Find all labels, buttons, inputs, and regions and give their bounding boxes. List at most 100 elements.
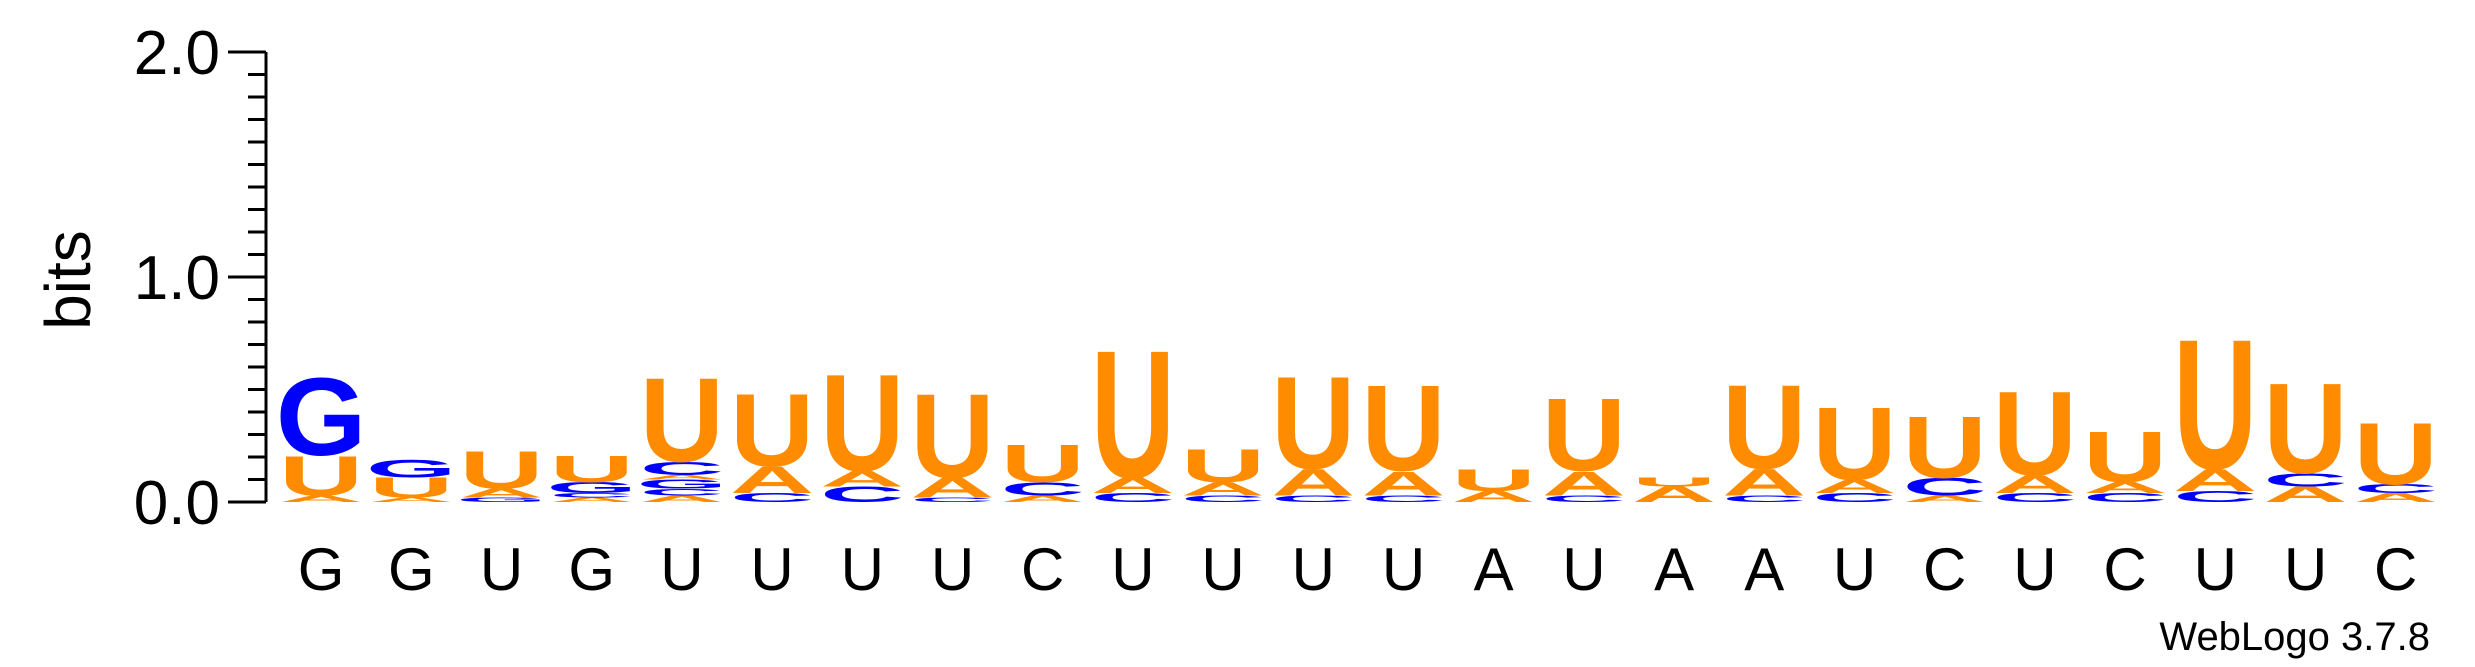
logo-glyph-U: U — [1632, 475, 1716, 489]
x-tick-label: U — [1382, 536, 1425, 603]
logo-glyph-U: U — [640, 354, 724, 488]
logo-glyph-A: A — [2173, 463, 2257, 498]
logo-glyph-C: C — [1812, 491, 1896, 505]
logo-glyph-G: G — [637, 477, 728, 491]
logo-glyph-U: U — [459, 441, 543, 500]
x-tick-label: U — [480, 536, 523, 603]
x-tick-label: U — [2194, 536, 2237, 603]
x-tick-label: A — [1744, 536, 1784, 603]
logo-glyph-U: U — [550, 448, 634, 490]
x-tick-label: U — [841, 536, 884, 603]
logo-glyph-U: U — [1903, 397, 1987, 496]
logo-glyph-U: U — [2083, 416, 2167, 497]
logo-glyph-C: C — [550, 492, 634, 499]
logo-glyph-A: A — [1271, 462, 1355, 504]
logo-glyph-U: U — [1181, 439, 1265, 492]
logo-glyph-U: U — [730, 373, 814, 489]
logo-glyph-C: C — [910, 496, 994, 503]
logo-glyph-A: A — [640, 493, 724, 504]
x-tick-label: G — [568, 536, 615, 603]
logo-glyph-G: G — [456, 496, 547, 503]
logo-glyph-A: A — [1812, 476, 1896, 497]
x-tick-label: U — [1201, 536, 1244, 603]
logo-glyph-A: A — [640, 474, 724, 481]
logo-glyph-U: U — [279, 445, 363, 508]
logo-glyph-C: C — [2354, 482, 2438, 496]
x-tick-label: C — [1021, 536, 1064, 603]
logo-glyph-A: A — [279, 493, 363, 504]
logo-glyph-A: A — [550, 496, 634, 503]
logo-glyph-U: U — [910, 370, 994, 504]
x-tick-label: A — [1654, 536, 1694, 603]
x-tick-label: C — [1923, 536, 1966, 603]
logo-glyph-A: A — [1903, 493, 1987, 504]
logo-glyph-C: C — [1001, 478, 1085, 499]
logo-glyph-A: A — [1181, 478, 1265, 499]
logo-glyph-A: A — [459, 486, 543, 500]
logo-glyph-U: U — [1091, 313, 1175, 517]
logo-glyph-G: G — [276, 356, 367, 479]
logo-glyph-A: A — [1361, 464, 1445, 503]
logo-glyph-C: C — [1091, 491, 1175, 505]
logo-glyph-C: C — [1181, 493, 1265, 504]
logo-glyph-A: A — [1993, 470, 2077, 498]
weblogo-credit: WebLogo 3.7.8 — [2159, 615, 2430, 659]
logo-glyph-C: C — [730, 491, 814, 505]
logo-glyph-C: C — [1361, 493, 1445, 504]
logo-glyph-A: A — [369, 496, 453, 503]
x-tick-label: U — [1292, 536, 1335, 603]
x-tick-label: U — [931, 536, 974, 603]
logo-glyph-C: C — [1271, 493, 1355, 504]
logo-glyph-C: C — [820, 482, 904, 507]
logo-glyph-C: C — [640, 458, 724, 479]
logo-glyph-A: A — [730, 460, 814, 502]
x-tick-label: U — [2013, 536, 2056, 603]
logo-glyph-U: U — [820, 346, 904, 501]
logo-glyph-U: U — [369, 472, 453, 504]
logo-glyph-A: A — [1632, 482, 1716, 507]
x-tick-label: U — [1833, 536, 1876, 603]
logo-glyph-A: A — [1542, 464, 1626, 503]
logo-glyph-U: U — [1542, 377, 1626, 493]
logo-glyph-A: A — [820, 466, 904, 491]
y-tick-label: 1.0 — [134, 244, 220, 313]
logo-glyph-A: A — [1091, 473, 1175, 498]
x-tick-label: G — [298, 536, 345, 603]
logo-glyph-G: G — [366, 455, 457, 483]
logo-glyph-C: C — [2083, 491, 2167, 505]
x-tick-label: C — [2103, 536, 2146, 603]
logo-glyph-A: A — [1452, 488, 1536, 506]
logo-glyph-C: C — [1542, 493, 1626, 504]
logo-glyph-U: U — [1452, 463, 1536, 498]
logo-glyph-A: A — [2263, 482, 2347, 507]
logo-glyph-C: C — [1722, 493, 1806, 504]
logo-glyph-C: C — [1993, 491, 2077, 505]
x-tick-label: A — [1474, 536, 1514, 603]
logo-glyph-U: U — [1993, 368, 2077, 502]
x-tick-label: U — [1562, 536, 1605, 603]
logo-glyph-U: U — [1361, 361, 1445, 497]
logo-glyph-A: A — [1722, 462, 1806, 504]
logo-glyph-C: C — [640, 487, 724, 498]
logo-glyph-G: G — [546, 479, 637, 497]
logo-glyph-U: U — [2354, 404, 2438, 503]
x-tick-label: G — [388, 536, 435, 603]
logo-glyph-U: U — [1001, 434, 1085, 493]
x-tick-label: U — [660, 536, 703, 603]
logo-glyph-A: A — [2354, 491, 2438, 505]
logo-glyph-U: U — [1812, 386, 1896, 502]
logo-glyph-C: C — [2263, 469, 2347, 490]
y-axis-label: bits — [32, 230, 104, 330]
logo-glyph-U: U — [1271, 350, 1355, 497]
y-tick-label: 0.0 — [134, 469, 220, 538]
x-tick-label: U — [1111, 536, 1154, 603]
logo-glyph-C: C — [2173, 488, 2257, 506]
logo-glyph-U: U — [2263, 357, 2347, 501]
logo-glyph-U: U — [1722, 361, 1806, 495]
logo-glyph-U: U — [2173, 301, 2257, 508]
logo-glyph-A: A — [910, 472, 994, 504]
logo-glyph-A: A — [1001, 493, 1085, 504]
